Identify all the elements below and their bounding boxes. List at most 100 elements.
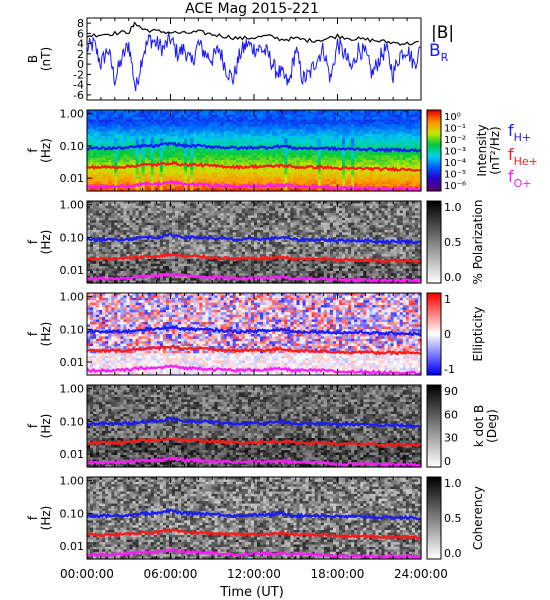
spectrogram-cell: [99, 136, 103, 140]
spectrogram-cell: [241, 129, 246, 133]
spectrogram-cell: [102, 160, 106, 164]
spectrogram-cell: [238, 148, 243, 152]
spectrogram-cell: [241, 157, 246, 161]
spectrogram-cell: [211, 181, 216, 185]
spectrogram-cell: [87, 157, 91, 161]
spectrogram-cell: [229, 119, 234, 123]
spectrogram-cell: [241, 121, 246, 125]
spectrogram-cell: [190, 169, 194, 173]
spectrogram-cell: [223, 169, 228, 173]
spectrogram-cell: [126, 162, 131, 166]
spectrogram-cell: [208, 176, 213, 180]
spectrogram-cell: [111, 138, 115, 142]
spectrogram-cell: [135, 124, 140, 128]
spectrogram-cell: [250, 117, 255, 121]
spectrogram-cell: [260, 131, 264, 135]
spectrogram-cell: [254, 162, 258, 166]
spectrogram-cell: [162, 136, 167, 140]
spectrogram-cell: [217, 124, 222, 128]
spectrogram-cell: [99, 160, 103, 164]
spectrogram-cell: [232, 188, 237, 192]
spectrogram-cell: [168, 136, 173, 140]
spectrogram-cell: [150, 126, 155, 130]
spectrogram-cell: [181, 112, 185, 116]
spectrogram-cell: [141, 117, 146, 121]
spectrogram-cell: [208, 112, 213, 116]
spectrogram-cell: [153, 186, 158, 190]
spectrogram-cell: [202, 150, 207, 154]
spectrogram-cell: [181, 186, 185, 190]
spectrogram-cell: [129, 121, 134, 125]
spectrogram-cell: [144, 136, 149, 140]
spectrogram-cell: [165, 117, 170, 121]
spectrogram-cell: [241, 179, 246, 183]
spectrogram-cell: [247, 150, 252, 154]
spectrogram-cell: [162, 143, 167, 147]
spectrogram-cell: [205, 143, 210, 147]
spectrogram-cell: [208, 119, 213, 123]
spectrogram-cell: [114, 136, 118, 140]
legend-subscript: O+: [514, 177, 532, 190]
spectrogram-cell: [90, 188, 94, 192]
spectrogram-cell: [99, 124, 103, 128]
spectrogram-cell: [172, 186, 176, 190]
spectrogram-cell: [178, 140, 182, 144]
spectrogram-cell: [96, 126, 100, 130]
spectrogram-cell: [184, 150, 188, 154]
spectrogram-cell: [144, 188, 149, 192]
spectrogram-cell: [199, 155, 203, 159]
spectrogram-cell: [244, 117, 249, 121]
spectrogram-cell: [129, 112, 134, 116]
spectrogram-cell: [99, 155, 103, 159]
spectrogram-cell: [202, 119, 207, 123]
spectrogram-cell: [247, 148, 252, 152]
spectrogram-cell: [202, 160, 207, 164]
spectrogram-cell: [190, 117, 194, 121]
spectrogram-cell: [90, 169, 94, 173]
spectrogram-cell: [260, 155, 264, 159]
spectrogram-cell: [144, 179, 149, 183]
spectrogram-cell: [96, 140, 100, 144]
spectrogram-cell: [257, 171, 261, 175]
spectrogram-cell: [205, 112, 210, 116]
spectrogram-cell: [226, 150, 231, 154]
spectrogram-cell: [126, 143, 131, 147]
spectrogram-cell: [244, 140, 249, 144]
spectrogram-cell: [108, 160, 112, 164]
spectrogram-cell: [229, 126, 234, 130]
spectrogram-cell: [263, 157, 267, 161]
spectrogram-cell: [165, 188, 170, 192]
spectrogram-cell: [202, 133, 207, 137]
spectrogram-cell: [117, 140, 121, 144]
spectrogram-cell: [208, 133, 213, 137]
spectrogram-cell: [99, 117, 103, 121]
spectrogram-cell: [199, 186, 203, 190]
spectrogram-cell: [235, 155, 240, 159]
spectrogram-cell: [238, 112, 243, 116]
spectrogram-cell: [156, 160, 161, 164]
spectrogram-cell: [96, 174, 100, 178]
spectrogram-cell: [257, 126, 261, 130]
spectrogram-cell: [260, 133, 264, 137]
spectrogram-cell: [205, 176, 210, 180]
spectrogram-cell: [196, 121, 200, 125]
spectrogram-cell: [156, 114, 161, 118]
spectrogram-cell: [117, 174, 121, 178]
spectrogram-cell: [187, 126, 191, 130]
spectrogram-cell: [250, 126, 255, 130]
spectrogram-cell: [247, 133, 252, 137]
spectrogram-cell: [159, 188, 164, 192]
ylabel-hz: (Hz): [39, 138, 53, 163]
spectrogram-cell: [168, 160, 173, 164]
spectrogram-cell: [205, 110, 210, 113]
spectrogram-cell: [175, 169, 179, 173]
spectrogram-cell: [235, 176, 240, 180]
spectrogram-cell: [254, 179, 258, 183]
legend-f-he-plus: fHe+: [508, 145, 538, 168]
spectrogram-cell: [247, 119, 252, 123]
spectrogram-cell: [214, 133, 219, 137]
spectrogram-cell: [184, 183, 188, 187]
spectrogram-cell: [111, 188, 115, 192]
spectrogram-cell: [111, 150, 115, 154]
